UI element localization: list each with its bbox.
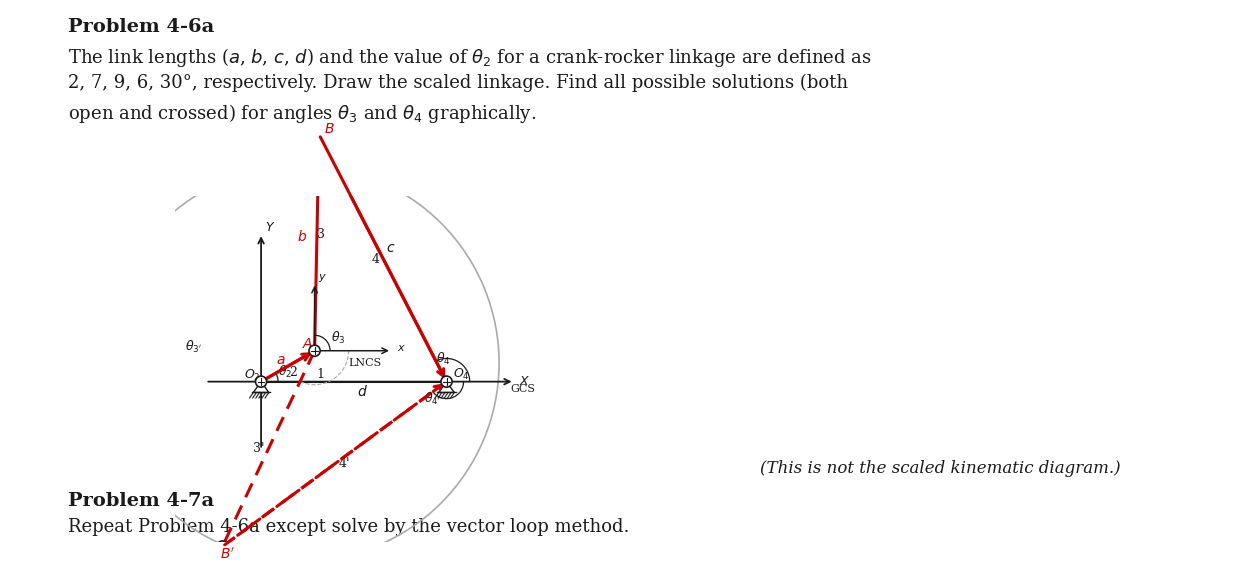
Text: Repeat Problem 4-6a except solve by the vector loop method.: Repeat Problem 4-6a except solve by the … — [68, 518, 629, 536]
Circle shape — [256, 376, 267, 387]
Text: $Y$: $Y$ — [265, 220, 276, 234]
Text: 2: 2 — [289, 366, 298, 379]
Text: Problem 4-7a: Problem 4-7a — [68, 492, 214, 510]
Text: $b$: $b$ — [297, 229, 307, 244]
Text: $\theta_4$: $\theta_4$ — [436, 350, 450, 366]
Text: $X$: $X$ — [519, 375, 530, 388]
Text: $O_2$: $O_2$ — [243, 368, 261, 383]
Text: $A$: $A$ — [302, 338, 313, 351]
Text: $y$: $y$ — [318, 272, 326, 284]
Circle shape — [216, 541, 227, 552]
Text: (This is not the scaled kinematic diagram.): (This is not the scaled kinematic diagra… — [760, 460, 1121, 477]
Text: $\theta_{3'}$: $\theta_{3'}$ — [185, 339, 203, 355]
Text: $d$: $d$ — [357, 384, 368, 399]
Text: LNCS: LNCS — [349, 358, 382, 368]
Text: $x$: $x$ — [397, 343, 405, 353]
Text: The link lengths ($a$, $b$, $c$, $d$) and the value of $\theta_2$ for a crank-ro: The link lengths ($a$, $b$, $c$, $d$) an… — [68, 46, 871, 69]
Text: $\theta_2$: $\theta_2$ — [278, 364, 293, 380]
Polygon shape — [253, 381, 268, 392]
Text: 4': 4' — [339, 457, 351, 470]
Text: open and crossed) for angles $\theta_3$ and $\theta_4$ graphically.: open and crossed) for angles $\theta_3$ … — [68, 102, 536, 125]
Text: $O_4$: $O_4$ — [454, 367, 470, 382]
Polygon shape — [439, 381, 455, 392]
Text: $a$: $a$ — [276, 353, 286, 367]
Text: $\theta_{4'}$: $\theta_{4'}$ — [424, 391, 441, 407]
Circle shape — [314, 129, 325, 140]
Text: 3: 3 — [316, 228, 325, 241]
Circle shape — [309, 345, 320, 357]
Text: $c$: $c$ — [387, 241, 396, 255]
Text: $B$: $B$ — [324, 122, 334, 136]
Text: $\theta_3$: $\theta_3$ — [331, 330, 345, 346]
Text: 2, 7, 9, 6, 30°, respectively. Draw the scaled linkage. Find all possible soluti: 2, 7, 9, 6, 30°, respectively. Draw the … — [68, 74, 848, 92]
Text: $B'$: $B'$ — [220, 547, 235, 563]
Text: 3': 3' — [253, 442, 265, 455]
Circle shape — [441, 376, 452, 387]
Text: 4: 4 — [372, 253, 379, 265]
Text: GCS: GCS — [510, 384, 535, 395]
Text: Problem 4-6a: Problem 4-6a — [68, 18, 214, 36]
Text: 1: 1 — [316, 368, 325, 381]
